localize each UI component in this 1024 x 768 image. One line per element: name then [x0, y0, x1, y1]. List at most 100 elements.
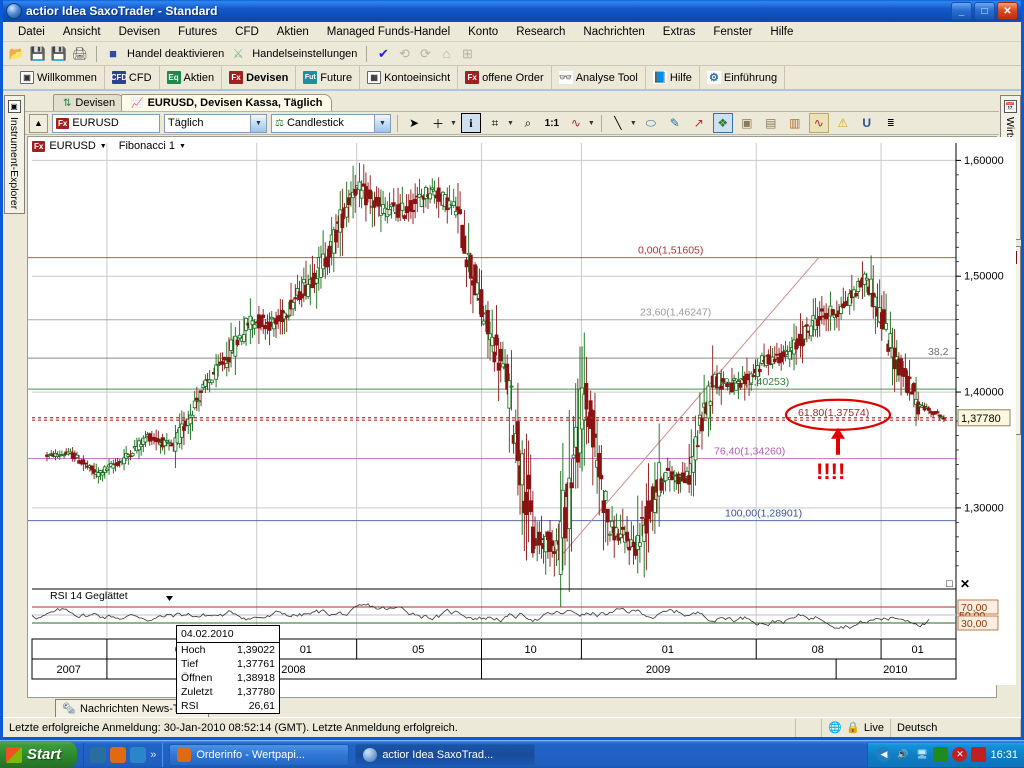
annotation-tool-icon[interactable]: ✎: [669, 116, 680, 130]
volume-icon[interactable]: 🔊: [897, 749, 909, 759]
palette-tool-icon[interactable]: ❖: [712, 113, 733, 133]
document-tab-devisen[interactable]: ⇅ Devisen: [53, 94, 126, 111]
menu-item-datei[interactable]: Datei: [18, 25, 45, 38]
module-tab-devisen[interactable]: Fx Devisen: [222, 66, 297, 89]
trendline-tool-icon[interactable]: ╲: [614, 116, 622, 130]
shield-icon[interactable]: ✕: [952, 747, 968, 762]
chart-canvas[interactable]: Fx EURUSD ▼ Fibonacci 1 ▼ 0,00(1,51605) 2…: [27, 136, 1016, 714]
menu-item-extras[interactable]: Extras: [662, 25, 696, 38]
chevron-down-icon[interactable]: ▼: [587, 119, 595, 127]
chevron-down-icon[interactable]: ▼: [450, 119, 457, 127]
menu-item-fenster[interactable]: Fenster: [713, 25, 753, 38]
charttype-combo[interactable]: ⚖ Candlestick ▼: [271, 113, 391, 133]
document-tab-eurusd-chart[interactable]: 📈 EURUSD, Devisen Kassa, Täglich: [121, 94, 333, 111]
chevron-down-icon[interactable]: ▼: [506, 119, 514, 127]
trade-disable-label[interactable]: Handel deaktivieren: [127, 47, 225, 60]
module-tab-aktien[interactable]: Eq Aktien: [160, 66, 223, 89]
window-title: actior Idea SaxoTrader - Standard: [26, 4, 218, 18]
one-to-one-tool-icon[interactable]: 1:1: [544, 117, 560, 129]
sidebar-item-instrument-explorer[interactable]: ▣ Instrument-Explorer: [3, 95, 25, 215]
lock-icon: 🔒: [846, 722, 860, 734]
period-value: Täglich: [168, 117, 204, 129]
trade-settings-icon[interactable]: ⚔: [232, 45, 245, 61]
copy-chart-tool-icon[interactable]: ▤: [765, 116, 777, 130]
eraser-tool-icon[interactable]: ⬭: [645, 115, 656, 130]
print-icon[interactable]: 🖨: [71, 45, 89, 61]
chevron-down-icon[interactable]: ▼: [374, 114, 390, 132]
flag-icon[interactable]: [971, 747, 987, 762]
save-icon[interactable]: 💾: [29, 45, 47, 61]
chevron-down-icon[interactable]: ▼: [250, 114, 266, 132]
fibonacci-tool-icon[interactable]: ↗: [693, 116, 704, 130]
module-tab-kontoeinsicht[interactable]: ▦ Kontoeinsicht: [360, 66, 459, 89]
status-spacer-1: [796, 718, 823, 737]
open-folder-icon[interactable]: 📂: [8, 45, 26, 61]
menu-item-cfd[interactable]: CFD: [235, 25, 259, 38]
check-icon[interactable]: ✔: [377, 45, 389, 61]
collapse-button[interactable]: ▲: [29, 113, 48, 133]
price-chart-svg[interactable]: 0,00(1,51605)23,60(1,46247)38,250,00(1,4…: [28, 137, 1016, 685]
instrument-combo[interactable]: Fx EURUSD: [52, 113, 160, 133]
pointer-tool-icon[interactable]: ➤: [408, 116, 420, 130]
chevron-more-icon[interactable]: »: [150, 748, 157, 761]
trade-disable-icon[interactable]: ■: [109, 46, 117, 61]
svg-text:RSI 14 Geglättet: RSI 14 Geglättet: [50, 590, 128, 602]
save-as-icon[interactable]: 💾: [50, 45, 68, 61]
chevron-down-icon[interactable]: ▼: [179, 142, 186, 150]
menu-item-futures[interactable]: Futures: [178, 25, 218, 38]
chart-icon: 📈: [131, 97, 144, 109]
print-chart-tool-icon[interactable]: ▥: [789, 116, 801, 130]
module-tab-einfuehrung[interactable]: ⚙ Einführung: [700, 66, 786, 89]
magnet-tool-icon[interactable]: U: [862, 116, 872, 130]
left-docking-strip: ▣ Instrument-Explorer: [3, 91, 25, 717]
taskbar-item-saxotrader[interactable]: actior Idea SaxoTrad...: [355, 743, 536, 766]
snapshot-tool-icon[interactable]: ▣: [741, 116, 753, 130]
menu-item-ansicht[interactable]: Ansicht: [62, 25, 101, 38]
globe-icon: [363, 747, 378, 762]
menu-item-nachrichten[interactable]: Nachrichten: [583, 25, 645, 38]
alert-tool-icon[interactable]: ⚠: [837, 116, 849, 130]
chevron-down-icon[interactable]: ▼: [629, 119, 637, 127]
ie-icon[interactable]: [90, 746, 107, 763]
trade-settings-label[interactable]: Handelseinstellungen: [252, 47, 358, 60]
quote-label: Öffnen: [181, 672, 213, 684]
firefox-icon[interactable]: [110, 746, 127, 763]
taskbar: Start » Orderinfo - Wertpapi... actior I…: [0, 740, 1024, 768]
chevron-left-icon[interactable]: ◀: [876, 747, 892, 762]
module-tab-cfd[interactable]: CFD CFD: [105, 66, 160, 89]
menu-item-research[interactable]: Research: [516, 25, 566, 38]
menu-item-hilfe[interactable]: Hilfe: [770, 25, 794, 38]
zoom-tool-icon[interactable]: ⌕: [524, 115, 532, 130]
start-button[interactable]: Start: [0, 741, 78, 768]
module-tab-analyse-tool[interactable]: 👓 Analyse Tool: [552, 66, 646, 89]
quote-label: RSI: [181, 700, 199, 712]
close-button[interactable]: ✕: [997, 2, 1018, 20]
news-ticker-tab[interactable]: 🗞 Nachrichten News-Ticker: [55, 699, 210, 717]
quote-date: 04.02.2010: [177, 626, 279, 643]
module-tab-future[interactable]: Fut Future: [296, 66, 361, 89]
grid-tool-icon[interactable]: ⌗: [491, 115, 499, 130]
module-tab-willkommen[interactable]: ▣ Willkommen: [13, 66, 105, 89]
module-tab-hilfe[interactable]: 📘 Hilfe: [646, 66, 700, 89]
chevron-down-icon[interactable]: ▼: [99, 142, 107, 150]
menu-item-devisen[interactable]: Devisen: [118, 25, 161, 38]
fx-badge-icon: Fx: [56, 117, 70, 129]
study-tool-icon[interactable]: ∿: [808, 113, 829, 133]
overflow-tool-icon[interactable]: ≣: [886, 117, 895, 128]
taskbar-item-orderinfo[interactable]: Orderinfo - Wertpapi...: [169, 743, 350, 766]
menu-item-aktien[interactable]: Aktien: [276, 25, 309, 38]
info-tool-icon[interactable]: i: [460, 113, 481, 133]
indicator-tool-icon[interactable]: ∿: [570, 116, 581, 130]
menu-item-konto[interactable]: Konto: [468, 25, 499, 38]
period-combo[interactable]: Täglich ▼: [164, 113, 267, 133]
menu-item-managed-funds-handel[interactable]: Managed Funds-Handel: [326, 25, 451, 38]
module-tab-offene-order[interactable]: Fx offene Order: [458, 66, 552, 89]
maximize-button[interactable]: □: [974, 2, 995, 20]
taskbar-clock[interactable]: 16:31: [990, 748, 1018, 761]
crosshair-tool-icon[interactable]: ＋: [431, 116, 444, 131]
edge-icon[interactable]: [130, 746, 147, 763]
svg-text:23,60(1,46247): 23,60(1,46247): [640, 307, 711, 319]
network-icon[interactable]: 🖥: [916, 749, 928, 759]
battery-icon[interactable]: [933, 747, 949, 762]
minimize-button[interactable]: _: [951, 2, 972, 20]
